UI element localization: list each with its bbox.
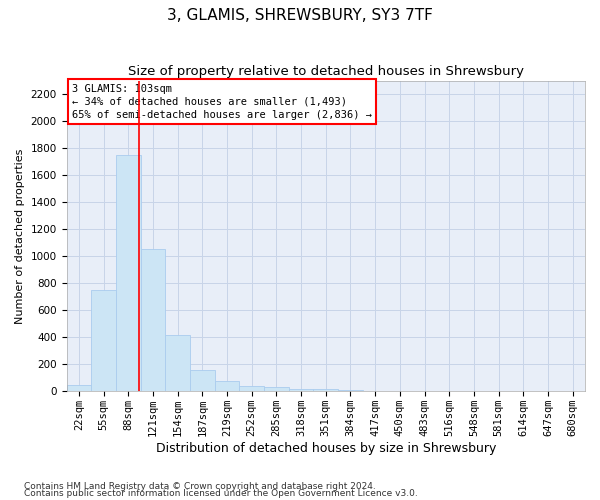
Bar	[215, 381, 239, 392]
Text: 3 GLAMIS: 103sqm
← 34% of detached houses are smaller (1,493)
65% of semi-detach: 3 GLAMIS: 103sqm ← 34% of detached house…	[72, 84, 372, 120]
Text: Contains public sector information licensed under the Open Government Licence v3: Contains public sector information licen…	[24, 489, 418, 498]
Bar	[264, 388, 289, 392]
Text: Contains HM Land Registry data © Crown copyright and database right 2024.: Contains HM Land Registry data © Crown c…	[24, 482, 376, 491]
Bar	[289, 388, 313, 392]
Bar	[313, 388, 338, 392]
Bar	[190, 370, 215, 392]
Bar	[239, 386, 264, 392]
X-axis label: Distribution of detached houses by size in Shrewsbury: Distribution of detached houses by size …	[155, 442, 496, 455]
Bar	[67, 384, 91, 392]
Bar	[363, 390, 388, 392]
Y-axis label: Number of detached properties: Number of detached properties	[15, 148, 25, 324]
Bar	[91, 290, 116, 392]
Bar	[116, 155, 140, 392]
Bar	[140, 250, 165, 392]
Title: Size of property relative to detached houses in Shrewsbury: Size of property relative to detached ho…	[128, 65, 524, 78]
Bar	[165, 334, 190, 392]
Bar	[338, 390, 363, 392]
Text: 3, GLAMIS, SHREWSBURY, SY3 7TF: 3, GLAMIS, SHREWSBURY, SY3 7TF	[167, 8, 433, 22]
